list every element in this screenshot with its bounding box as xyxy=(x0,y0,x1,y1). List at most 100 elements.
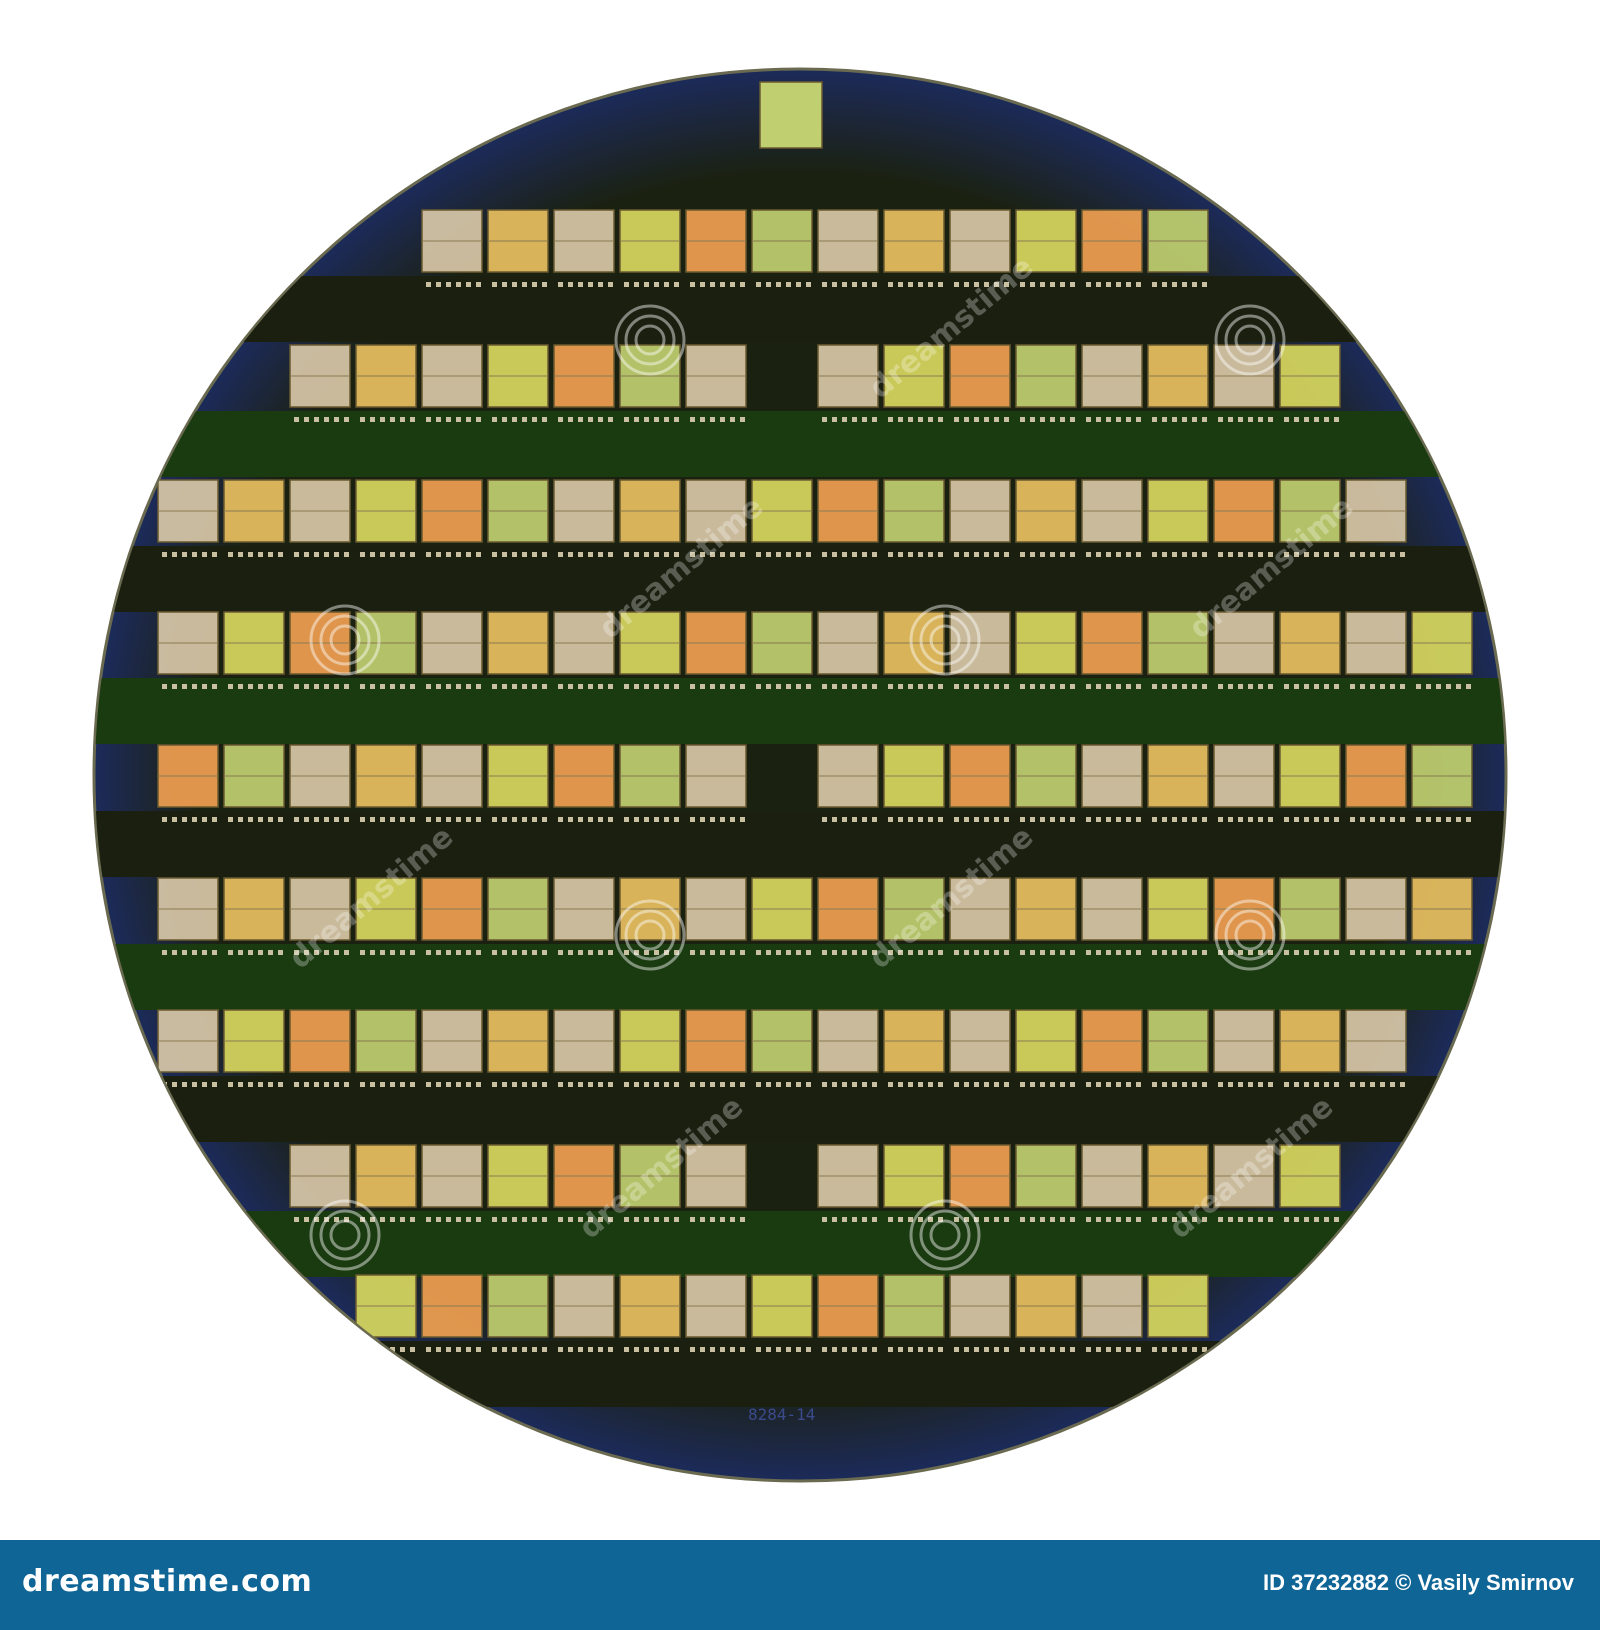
bond-pad xyxy=(974,684,979,689)
bond-pad xyxy=(1370,817,1375,822)
bond-pad xyxy=(964,950,969,955)
bond-pad xyxy=(436,552,441,557)
bond-pad xyxy=(1360,684,1365,689)
bond-pad xyxy=(974,1082,979,1087)
bond-pad xyxy=(898,817,903,822)
bond-pad xyxy=(786,684,791,689)
bond-pad xyxy=(532,950,537,955)
bond-pad xyxy=(598,817,603,822)
bond-pad xyxy=(908,950,913,955)
bond-pad xyxy=(664,950,669,955)
bond-pad xyxy=(588,1217,593,1222)
bond-pad xyxy=(1086,684,1091,689)
bond-pad xyxy=(512,552,517,557)
bond-pad xyxy=(898,282,903,287)
bond-pad xyxy=(1258,817,1263,822)
bond-pad xyxy=(796,552,801,557)
bond-pad xyxy=(908,684,913,689)
bond-pad xyxy=(390,1347,395,1352)
bond-pad xyxy=(1268,1082,1273,1087)
bond-pad xyxy=(238,684,243,689)
bond-pad xyxy=(898,684,903,689)
bond-pad xyxy=(1284,1217,1289,1222)
bond-pad xyxy=(700,684,705,689)
bond-pad xyxy=(360,417,365,422)
bond-pad xyxy=(1020,1082,1025,1087)
bond-pad xyxy=(304,950,309,955)
bond-pad xyxy=(1106,282,1111,287)
bond-pad xyxy=(1350,817,1355,822)
bond-pad xyxy=(700,950,705,955)
bond-pad xyxy=(1126,1347,1131,1352)
bond-pad xyxy=(1162,817,1167,822)
bond-pad xyxy=(1030,552,1035,557)
bond-pad xyxy=(370,552,375,557)
bond-pad xyxy=(192,552,197,557)
bond-pad xyxy=(1096,817,1101,822)
bond-pad xyxy=(918,950,923,955)
bond-pad xyxy=(268,950,273,955)
bond-pad xyxy=(1400,950,1405,955)
bond-pad xyxy=(522,417,527,422)
bond-pad xyxy=(644,417,649,422)
bond-pad xyxy=(370,684,375,689)
bond-pad xyxy=(324,417,329,422)
bond-pad xyxy=(994,1217,999,1222)
bond-pad xyxy=(1304,417,1309,422)
bond-pad xyxy=(588,552,593,557)
bond-pad xyxy=(700,552,705,557)
bond-pad xyxy=(1070,552,1075,557)
bond-pad xyxy=(740,1082,745,1087)
bond-pad xyxy=(294,817,299,822)
bond-pad xyxy=(1020,684,1025,689)
bond-pad xyxy=(1106,684,1111,689)
bond-pad xyxy=(426,1082,431,1087)
bond-pad xyxy=(532,1082,537,1087)
bond-pad xyxy=(1126,817,1131,822)
bond-pad xyxy=(512,417,517,422)
bond-pad xyxy=(1466,950,1471,955)
bond-pad xyxy=(700,1217,705,1222)
bond-pad xyxy=(994,817,999,822)
bond-pad xyxy=(766,1082,771,1087)
bond-pad xyxy=(1202,684,1207,689)
bond-pad xyxy=(928,1082,933,1087)
watermark-swirl-icon xyxy=(309,1199,381,1271)
bond-pad xyxy=(1268,817,1273,822)
bond-pad xyxy=(1202,552,1207,557)
bond-pad xyxy=(654,1082,659,1087)
bond-pad xyxy=(1070,1217,1075,1222)
bond-pad xyxy=(776,1347,781,1352)
bond-pad xyxy=(436,1347,441,1352)
bond-pad xyxy=(1334,684,1339,689)
bond-pad xyxy=(380,1217,385,1222)
bond-pad xyxy=(512,1217,517,1222)
footer-logo[interactable]: dreamstime.com xyxy=(22,1564,313,1599)
bond-pad xyxy=(1020,417,1025,422)
bond-pad xyxy=(1152,417,1157,422)
bond-pad xyxy=(700,1082,705,1087)
bond-pad xyxy=(954,282,959,287)
bond-pad xyxy=(786,552,791,557)
bond-pad xyxy=(974,817,979,822)
bond-pad xyxy=(466,1217,471,1222)
bond-pad xyxy=(872,684,877,689)
bond-pad xyxy=(1238,684,1243,689)
bond-pad xyxy=(542,817,547,822)
bond-pad xyxy=(380,817,385,822)
bond-pad xyxy=(1106,950,1111,955)
bond-pad xyxy=(822,1217,827,1222)
bond-pad xyxy=(278,684,283,689)
bond-pad xyxy=(1304,552,1309,557)
bond-pad xyxy=(1446,950,1451,955)
bond-pad xyxy=(278,1082,283,1087)
bond-pad xyxy=(512,817,517,822)
bond-pad xyxy=(182,552,187,557)
bond-pad xyxy=(1268,417,1273,422)
bond-pad xyxy=(1106,817,1111,822)
bond-pad xyxy=(872,552,877,557)
bond-pad xyxy=(974,1347,979,1352)
bond-pad xyxy=(644,684,649,689)
bond-pad xyxy=(1284,684,1289,689)
bond-pad xyxy=(720,684,725,689)
